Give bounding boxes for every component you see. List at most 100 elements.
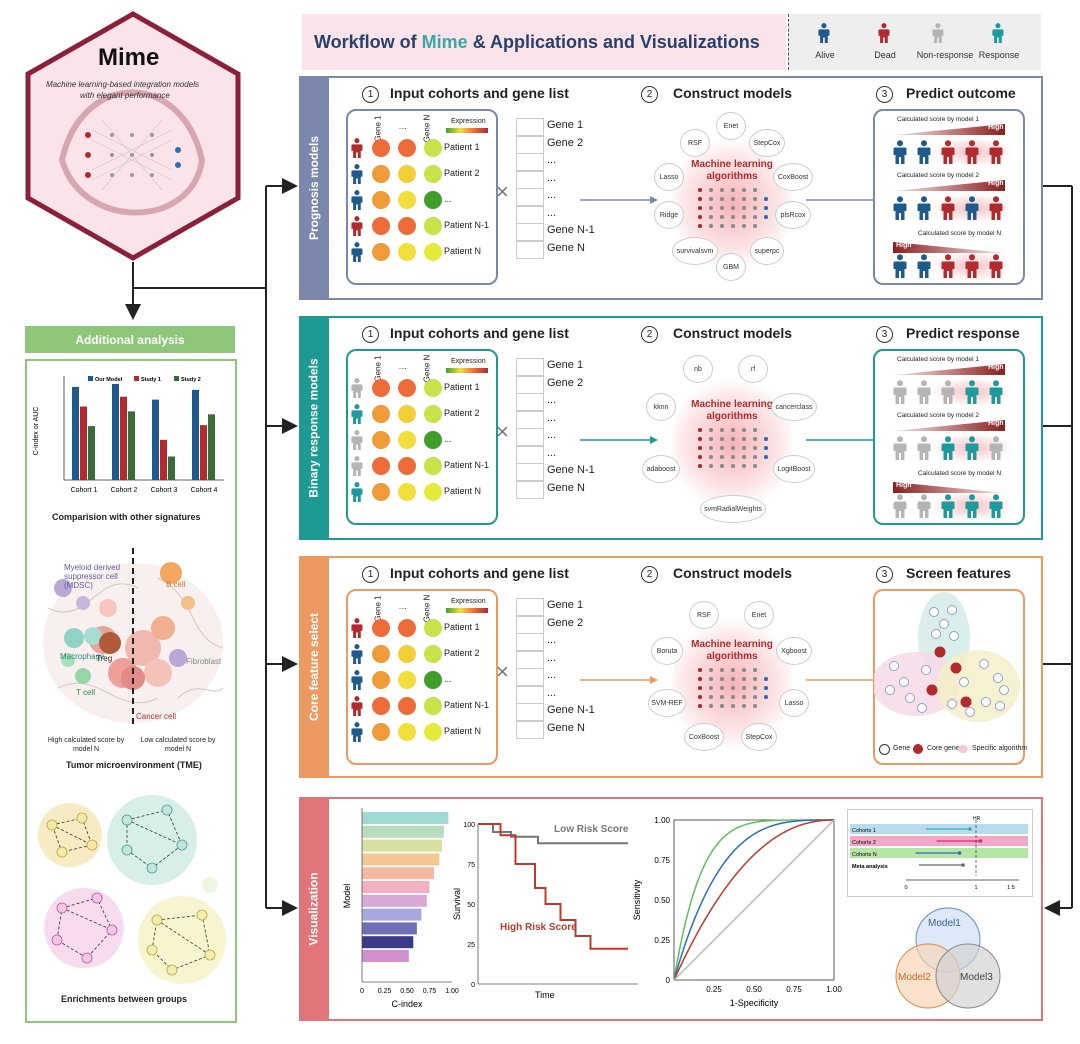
legend-person-icon (878, 23, 890, 44)
gene-box (516, 428, 544, 446)
cindex-bar (362, 881, 430, 893)
ml-label: Machine learning algorithms (691, 399, 773, 422)
expression-gradient (446, 608, 488, 613)
step-number-3: 3 (876, 86, 893, 103)
ml-node (764, 686, 768, 690)
expression-dot (372, 457, 390, 475)
bar-mark (152, 399, 159, 480)
ml-node (720, 464, 724, 468)
ml-node (764, 704, 768, 708)
expression-dot (398, 243, 416, 261)
expression-dot (424, 619, 442, 637)
patient-label: Patient N (444, 246, 482, 256)
cindex-ylabel: Model (342, 884, 352, 909)
legend: Alive Dead Non-response Response (788, 14, 1040, 70)
km-high-label: High Risk Score (500, 922, 577, 933)
algorithm-node: RSF (680, 129, 710, 157)
cohort-box (346, 589, 498, 765)
ml-node (709, 464, 713, 468)
algorithm-node: plsRcox (775, 201, 811, 229)
roc-curve (673, 819, 835, 981)
gene-box (516, 240, 544, 259)
roc-curve (673, 819, 835, 981)
step-number-3: 3 (876, 566, 893, 583)
expression-label: Expression (451, 598, 486, 605)
gene-label: Gene N (547, 721, 585, 734)
ml-node (731, 206, 735, 210)
ml-node (742, 437, 746, 441)
ml-node (709, 686, 713, 690)
bar-legend-label: Study 1 (141, 377, 161, 383)
gene-box (516, 170, 544, 189)
gene-box (516, 650, 544, 669)
tme-label-fibroblast: Fibroblast (186, 657, 222, 666)
cindex-bar (362, 853, 440, 866)
ml-node (698, 455, 702, 459)
cindex-bar (362, 908, 422, 921)
outcome-person-icon (941, 380, 955, 404)
step-number-2: 2 (641, 566, 658, 583)
venn-model1: Model1 (928, 918, 961, 929)
gene-label: ... (547, 171, 557, 184)
gene-label: Gene N (547, 241, 585, 254)
patient-label: Patient N-1 (444, 460, 490, 470)
cindex-bar (362, 936, 414, 949)
cindex-bar (362, 825, 444, 838)
score-label: Calculated score by model 1 (897, 356, 980, 363)
ml-node (753, 206, 757, 210)
ml-node (753, 197, 757, 201)
bar-mark (128, 411, 135, 480)
roc-curve (673, 819, 835, 981)
expression-dot (372, 139, 390, 157)
gene-label: Gene N-1 (547, 464, 595, 476)
step-number-1: 1 (362, 326, 379, 343)
ml-node (753, 695, 757, 699)
forest-row-label: Meta analysis (852, 864, 888, 870)
enrichment-networks (38, 795, 226, 984)
gene-label: ... (547, 446, 557, 459)
expression-dot (372, 483, 390, 501)
expression-dot (398, 697, 416, 715)
gene-box (516, 463, 544, 481)
ml-node (731, 224, 735, 228)
gene-label: Gene 2 (547, 376, 584, 389)
ml-node (731, 686, 735, 690)
bar-legend-swatch (174, 376, 179, 381)
cindex-tick: 1.00 (445, 988, 459, 995)
expression-dot (398, 671, 416, 689)
expression-dot (372, 379, 390, 397)
patient-label: ... (444, 434, 452, 444)
header-title: Workflow of Mime & Applications and Visu… (314, 32, 760, 52)
ml-node (753, 686, 757, 690)
algorithm-node: StepCox (741, 723, 777, 751)
bar-legend-label: Our Model (95, 377, 123, 383)
roc-ytick: 1.00 (654, 816, 670, 825)
score-high-label: High (896, 482, 912, 489)
gene-box (516, 720, 544, 739)
outcome-person-icon (965, 494, 979, 518)
roc-ytick: 0 (666, 976, 671, 985)
algorithm-node: Lasso (654, 163, 684, 191)
algorithm-node: Boruta (651, 637, 683, 665)
patient-person-icon (351, 242, 363, 263)
algorithm-node: CoxBoost (684, 723, 724, 751)
ml-node (709, 437, 713, 441)
patient-person-icon (351, 430, 363, 451)
ml-node (731, 197, 735, 201)
multiply-sign: × (496, 179, 509, 204)
algorithm-node: superpc (750, 237, 784, 265)
gene-label: Gene 1 (547, 599, 584, 611)
km-tick: 75 (467, 862, 475, 869)
ml-node (753, 464, 757, 468)
legend-gene-swatch (879, 744, 890, 755)
patient-person-icon (351, 696, 363, 717)
bar-category-label: Cohort 2 (111, 487, 138, 494)
outcome-person-icon (965, 380, 979, 404)
algorithm-node: survivalsvm (672, 237, 718, 265)
ml-node (764, 428, 768, 432)
bar-mark (200, 425, 207, 480)
legend-person-icon (818, 23, 830, 44)
legend-label: Non-response (916, 50, 974, 60)
ml-node (764, 437, 768, 441)
ml-node (731, 446, 735, 450)
